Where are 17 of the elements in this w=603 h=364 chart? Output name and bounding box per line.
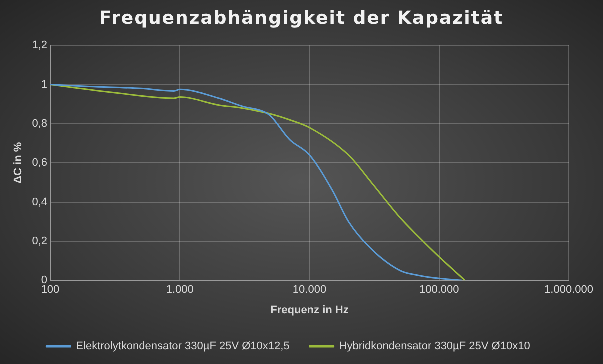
y-tick-label: 0,4 bbox=[32, 196, 48, 208]
legend-label: Hybridkondensator 330µF 25V Ø10x10 bbox=[339, 340, 530, 353]
x-tick-label: 100.000 bbox=[419, 284, 460, 296]
y-axis-title: ΔC in % bbox=[12, 142, 25, 184]
y-tick-label: 1,2 bbox=[32, 40, 48, 52]
x-tick-label: 1.000 bbox=[166, 284, 194, 296]
x-tick-label: 10.000 bbox=[292, 284, 327, 296]
y-tick-label: 0,8 bbox=[32, 118, 48, 130]
y-tick-label: 1 bbox=[41, 78, 48, 91]
x-axis-title: Frequenz in Hz bbox=[270, 304, 350, 316]
chart-title: Frequenzabhängigkeit der Kapazität bbox=[98, 8, 505, 29]
y-tick-label: 0 bbox=[41, 274, 48, 287]
x-tick-label: 1.000.000 bbox=[544, 284, 594, 296]
y-tick-label: 0,6 bbox=[32, 157, 48, 170]
y-tick-label: 0,2 bbox=[32, 235, 48, 248]
legend-label: Elektrolytkondensator 330µF 25V Ø10x12,5 bbox=[76, 340, 290, 353]
x-tick-label: 100 bbox=[41, 284, 60, 296]
